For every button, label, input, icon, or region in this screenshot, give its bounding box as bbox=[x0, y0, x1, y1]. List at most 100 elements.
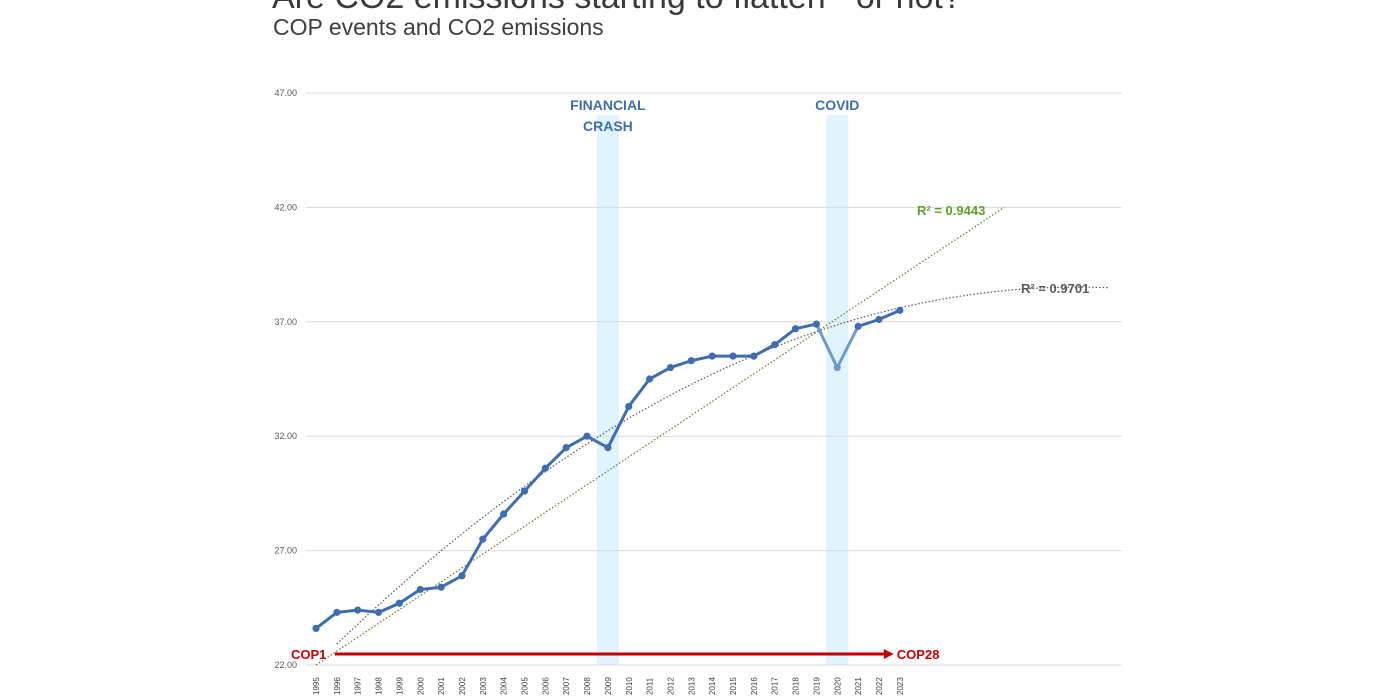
x-tick-label: 2012 bbox=[666, 677, 675, 695]
polynomial-r2-label: R² = 0.9701 bbox=[1021, 281, 1089, 296]
data-point bbox=[646, 375, 654, 383]
x-tick-label: 1997 bbox=[354, 677, 363, 695]
data-point bbox=[354, 606, 362, 614]
polynomial-trendline bbox=[336, 286, 1109, 645]
event-labels: FINANCIAL CRASH COVID bbox=[570, 97, 859, 134]
x-tick-label: 2015 bbox=[729, 677, 738, 695]
x-tick-label: 2008 bbox=[583, 677, 592, 695]
data-point bbox=[750, 352, 758, 360]
series-segment bbox=[502, 489, 526, 516]
series-segment bbox=[397, 587, 422, 605]
y-axis-tick-labels: 22.00 27.00 32.00 37.00 42.00 47.00 bbox=[274, 88, 297, 670]
x-tick-label: 2019 bbox=[812, 677, 821, 695]
x-tick-label: 2011 bbox=[646, 677, 655, 695]
data-point bbox=[687, 357, 695, 365]
series-segment bbox=[460, 537, 485, 578]
series-segment bbox=[877, 308, 902, 322]
data-point bbox=[708, 352, 716, 360]
event-label-1: COVID bbox=[815, 97, 859, 113]
gridlines bbox=[306, 92, 1122, 666]
x-tick-label: 2010 bbox=[625, 677, 634, 695]
data-point bbox=[479, 535, 487, 543]
data-point bbox=[312, 624, 320, 632]
data-point bbox=[541, 464, 549, 472]
series-segment bbox=[543, 446, 568, 470]
x-axis-tick-labels: 1995 1996 1997 1998 1999 2000 2001 2002 2003 2004… bbox=[312, 677, 905, 695]
event-label-line: FINANCIAL bbox=[570, 97, 646, 113]
data-point bbox=[625, 402, 633, 411]
x-tick-label: 2007 bbox=[562, 677, 571, 695]
data-point bbox=[562, 444, 570, 452]
x-tick-label: 1995 bbox=[312, 677, 321, 695]
data-point bbox=[854, 322, 862, 330]
x-tick-label: 2000 bbox=[416, 677, 425, 695]
x-tick-label: 2014 bbox=[708, 677, 717, 695]
page-title: Are CO2 emissions starting to flatten - … bbox=[272, 0, 962, 17]
series-segment bbox=[314, 610, 339, 630]
x-tick-label: 2020 bbox=[833, 677, 842, 695]
y-tick-label: 47.00 bbox=[274, 88, 297, 98]
series-segment bbox=[627, 377, 652, 408]
series-segment bbox=[752, 343, 777, 358]
series-segment bbox=[668, 359, 693, 370]
data-point bbox=[583, 432, 591, 440]
data-point bbox=[729, 352, 737, 360]
event-label-0: FINANCIAL CRASH bbox=[570, 97, 646, 134]
x-tick-label: 2002 bbox=[458, 677, 467, 695]
event-label-line: CRASH bbox=[583, 118, 633, 134]
series-segment bbox=[439, 574, 464, 589]
x-tick-label: 2003 bbox=[479, 677, 488, 695]
x-tick-label: 2006 bbox=[541, 677, 550, 695]
data-point bbox=[374, 608, 383, 616]
y-tick-label: 22.00 bbox=[274, 660, 297, 670]
y-tick-label: 32.00 bbox=[274, 431, 297, 441]
x-tick-label: 1998 bbox=[375, 677, 384, 695]
x-tick-label: 2016 bbox=[750, 677, 759, 695]
data-point bbox=[437, 583, 445, 591]
data-point bbox=[791, 325, 800, 333]
data-point bbox=[771, 341, 779, 349]
data-point bbox=[395, 599, 403, 607]
event-bands bbox=[596, 115, 849, 665]
x-tick-label: 1999 bbox=[395, 677, 404, 695]
data-point bbox=[896, 306, 904, 314]
data-point bbox=[812, 320, 821, 328]
x-tick-label: 2001 bbox=[437, 677, 446, 695]
series-segment bbox=[856, 318, 881, 328]
event-band-0 bbox=[596, 115, 619, 665]
page-subtitle: COP events and CO2 emissions bbox=[273, 14, 604, 40]
data-point bbox=[833, 363, 841, 372]
data-point bbox=[458, 572, 466, 580]
cop-start-label: COP1 bbox=[291, 647, 326, 662]
series-segment bbox=[377, 601, 401, 614]
series-segment bbox=[773, 327, 798, 347]
x-tick-label: 2023 bbox=[896, 677, 905, 695]
x-tick-label: 2009 bbox=[604, 677, 613, 695]
x-tick-label: 2017 bbox=[771, 677, 780, 695]
series-segment bbox=[606, 404, 631, 450]
series-segment bbox=[523, 466, 547, 493]
y-tick-label: 27.00 bbox=[274, 546, 297, 556]
co2-series bbox=[312, 306, 904, 632]
x-tick-label: 2021 bbox=[854, 677, 863, 695]
x-tick-label: 1996 bbox=[333, 677, 342, 695]
x-tick-label: 2018 bbox=[792, 677, 801, 695]
series-segment bbox=[814, 322, 839, 370]
series-segment bbox=[585, 434, 610, 450]
event-band-1 bbox=[826, 115, 849, 665]
data-point bbox=[604, 444, 612, 452]
data-point bbox=[875, 315, 883, 324]
series-segment bbox=[648, 366, 672, 381]
data-point bbox=[500, 510, 508, 518]
data-point bbox=[416, 585, 424, 594]
x-tick-label: 2013 bbox=[687, 677, 696, 695]
data-point bbox=[333, 608, 341, 616]
x-tick-label: 2005 bbox=[521, 677, 530, 695]
x-tick-label: 2004 bbox=[500, 677, 509, 695]
series-segment bbox=[564, 434, 589, 450]
linear-r2-label: R² = 0.9443 bbox=[917, 203, 985, 218]
cop-arrowhead bbox=[883, 649, 894, 659]
cop-arrow-group: COP1 COP28 bbox=[291, 647, 939, 662]
series-segment bbox=[835, 324, 860, 370]
